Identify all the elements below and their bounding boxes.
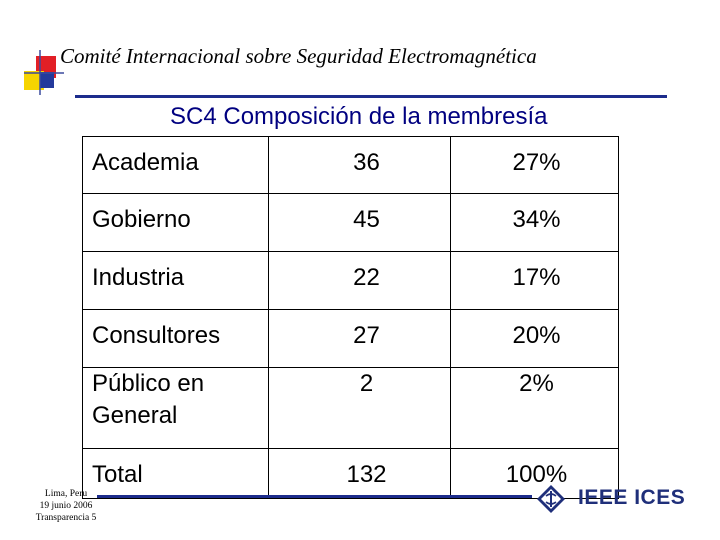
header-title: Comité Internacional sobre Seguridad Ele… xyxy=(60,44,537,68)
row-percent: 20% xyxy=(450,309,619,368)
row-percent: 2% xyxy=(450,367,619,449)
footer-location: Lima, Peru xyxy=(44,489,88,499)
row-count: 2 xyxy=(268,367,451,449)
row-label-line1: Público en xyxy=(92,370,205,397)
ieee-ices-label: IEEE ICES xyxy=(578,486,686,509)
row-label: Público en General xyxy=(82,367,269,449)
stacked-squares-logo-icon xyxy=(24,50,64,95)
footer-slide-ref: Transparencia 5 xyxy=(35,513,97,523)
row-label-line2: General xyxy=(92,402,178,429)
row-label: Total xyxy=(82,448,269,499)
table-row: Industria 22 17% xyxy=(82,251,619,310)
header-divider xyxy=(75,95,667,98)
row-count: 27 xyxy=(268,309,451,368)
row-label: Academia xyxy=(82,136,269,194)
row-percent: 27% xyxy=(450,136,619,194)
footer-location-block: Lima, Peru 19 junio 2006 Transparencia 5 xyxy=(22,488,110,524)
slide-title: SC4 Composición de la membresía xyxy=(170,103,548,130)
footer-divider xyxy=(97,495,532,498)
row-percent: 17% xyxy=(450,251,619,310)
row-count: 132 xyxy=(268,448,451,499)
row-label: Industria xyxy=(82,251,269,310)
row-percent: 100% xyxy=(450,448,619,499)
row-label: Gobierno xyxy=(82,193,269,252)
table-row: Consultores 27 20% xyxy=(82,309,619,368)
row-count: 36 xyxy=(268,136,451,194)
table-row: Público en General 2 2% xyxy=(82,367,619,449)
row-label: Consultores xyxy=(82,309,269,368)
row-count: 45 xyxy=(268,193,451,252)
table-row: Gobierno 45 34% xyxy=(82,193,619,252)
membership-table: Academia 36 27% Gobierno 45 34% Industri… xyxy=(82,136,619,499)
table-row: Academia 36 27% xyxy=(82,136,619,194)
footer-date: 19 junio 2006 xyxy=(39,501,93,511)
row-percent: 34% xyxy=(450,193,619,252)
ieee-diamond-logo-icon xyxy=(537,485,565,513)
row-count: 22 xyxy=(268,251,451,310)
